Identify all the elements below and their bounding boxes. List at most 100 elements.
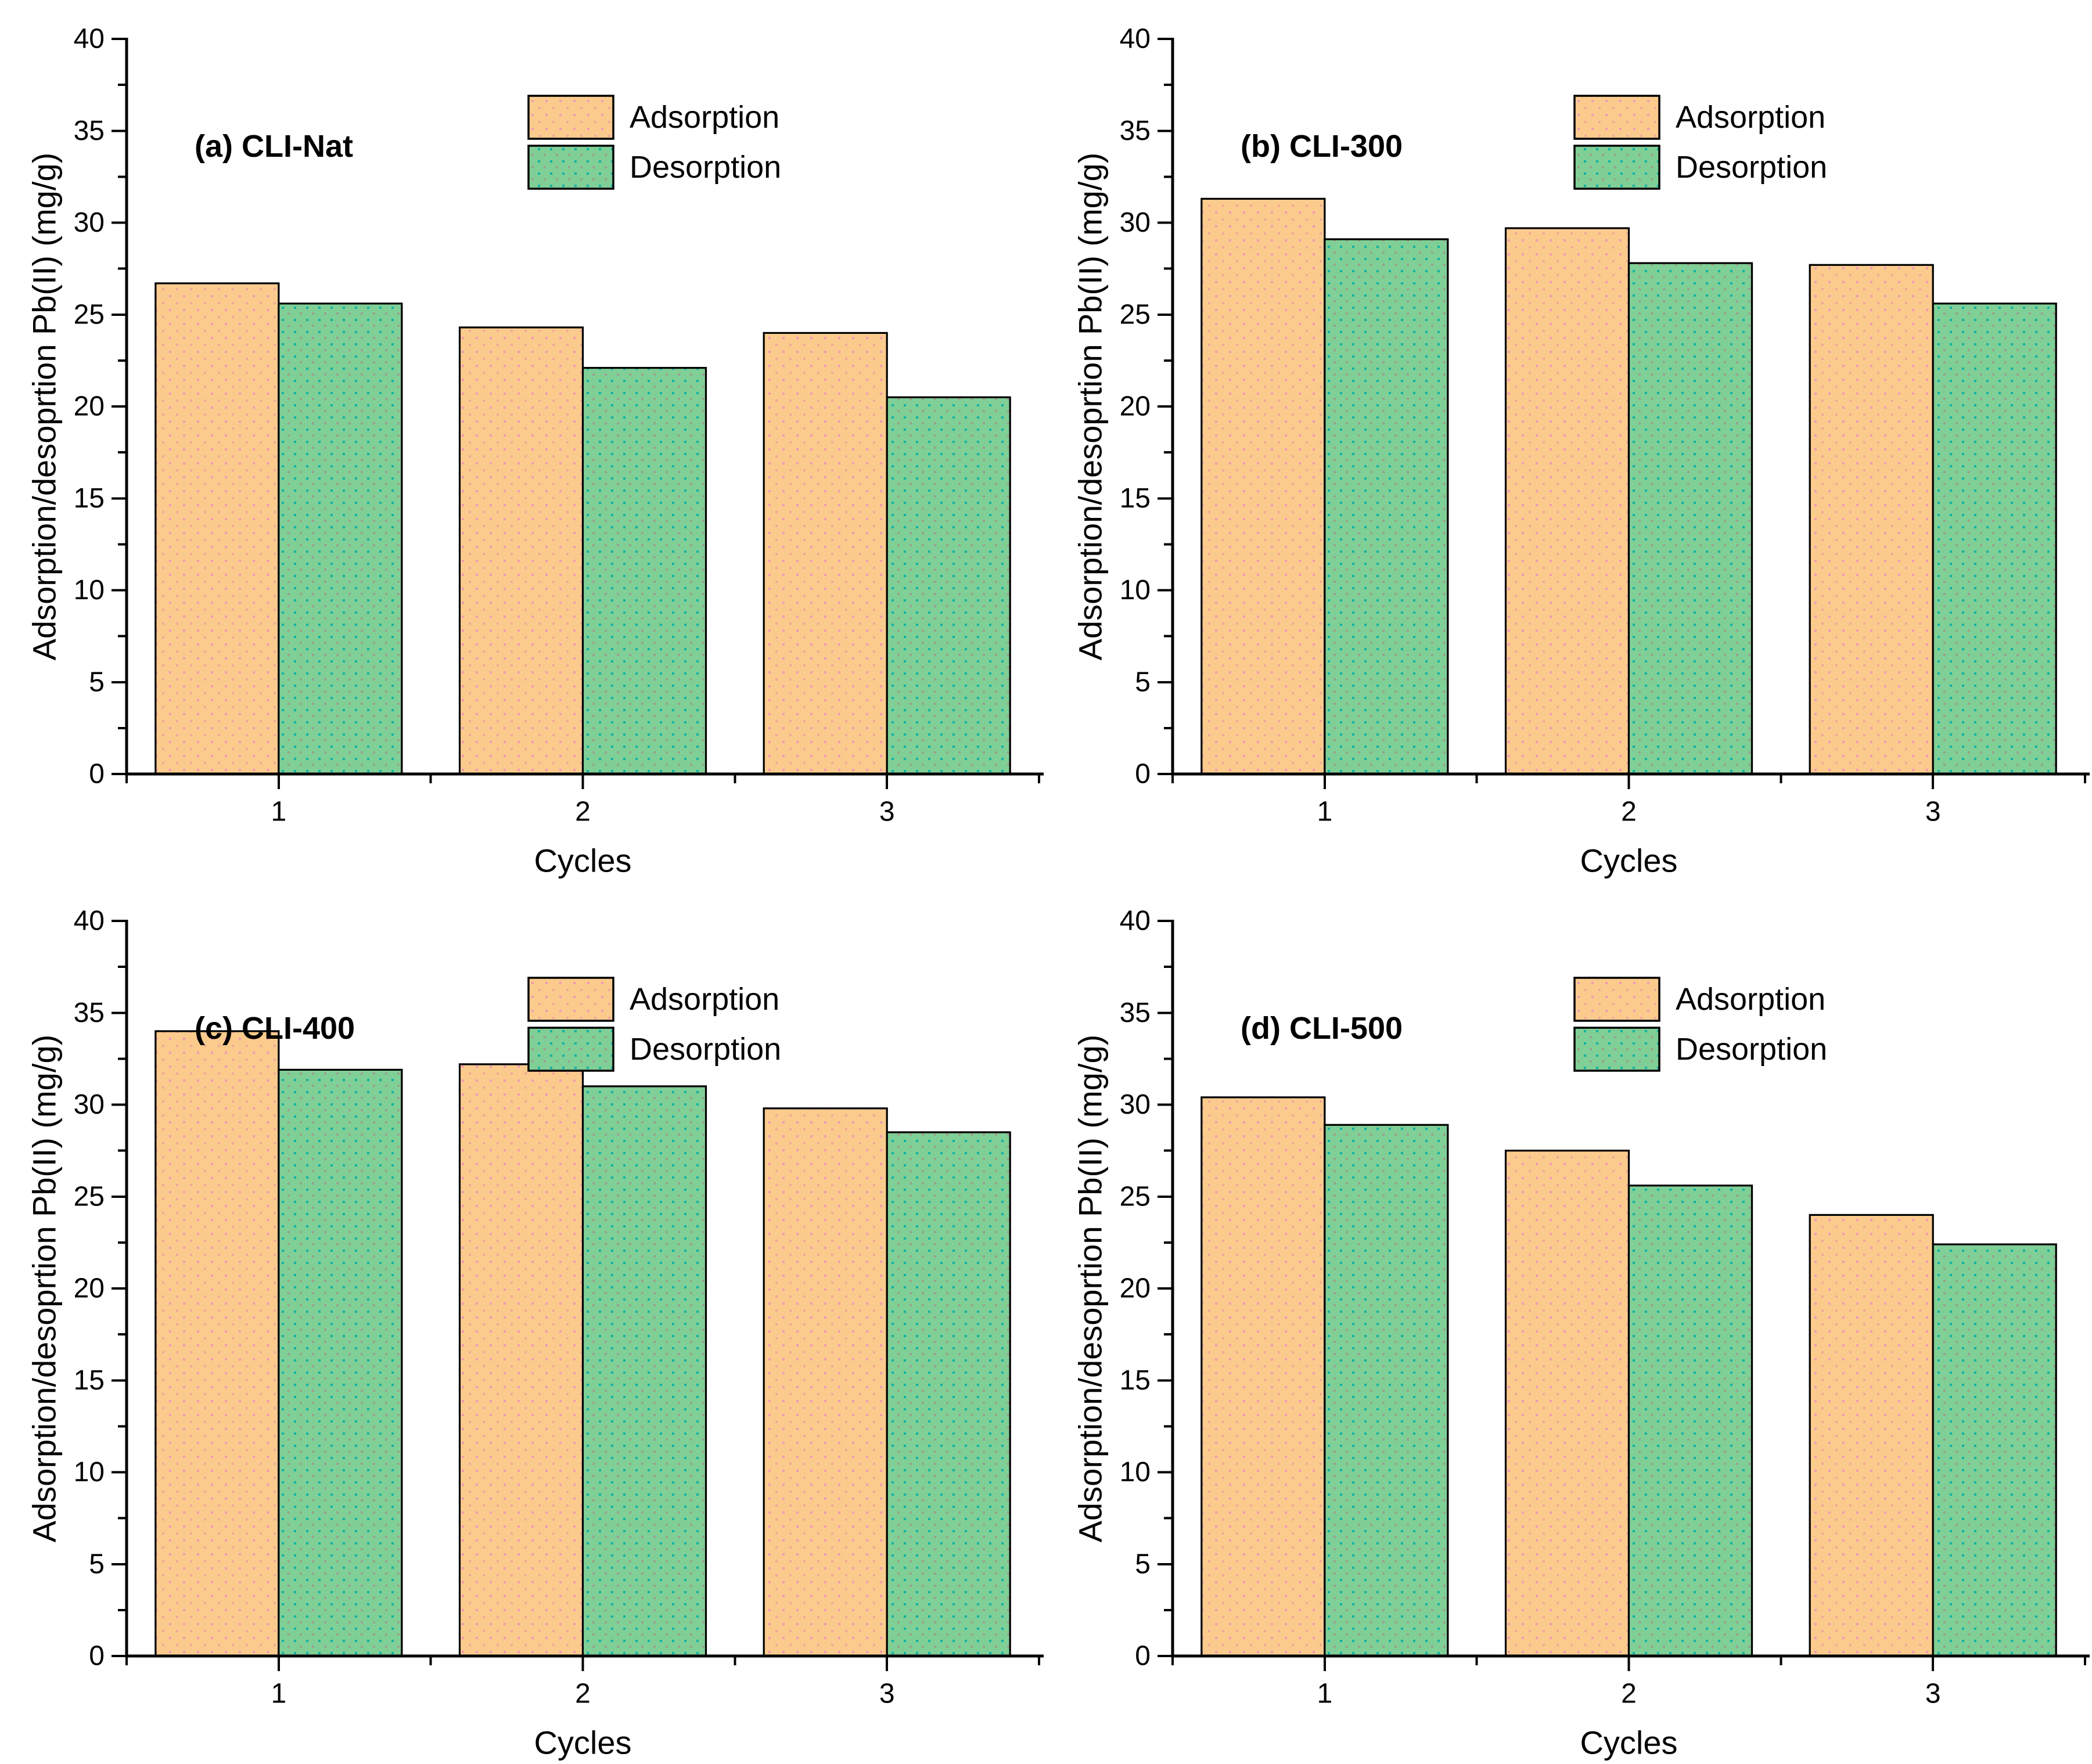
legend-swatch-desorption [527,1027,614,1072]
y-axis-title: Adsorption/desoprtion Pb(II) (mg/g) [26,153,63,661]
y-tick-label: 0 [1135,759,1151,790]
y-tick-label: 20 [74,1273,105,1304]
x-tick-label: 3 [1925,1679,1941,1709]
bar-adsorption-cycle-3 [1809,1214,1934,1657]
legend-label-adsorption: Adsorption [1676,100,1825,135]
bar-adsorption-cycle-2 [458,326,584,775]
bar-adsorption-cycle-1 [1200,197,1326,775]
bar-adsorption-cycle-1 [1200,1096,1326,1657]
y-tick-label: 15 [1120,483,1151,514]
y-tick-label: 40 [1120,24,1151,55]
x-tick-label: 2 [1621,1679,1637,1709]
bar-desorption-cycle-3 [886,1131,1011,1657]
panel-label: (c) CLI-400 [195,1011,355,1046]
legend-label-desorption: Desorption [1676,1032,1827,1067]
panel-c-cli-400: 0 5 10 15 20 25 30 35 40 1 2 3 Cycles Adsorption/deso… [0,882,1046,1764]
y-tick-label: 20 [74,391,105,422]
panel-b-cli-300: 0 5 10 15 20 25 30 35 40 1 2 3 Cycles Adsorption/deso… [1046,0,2092,882]
bar-desorption-cycle-3 [1932,303,2057,775]
bar-desorption-cycle-2 [581,1085,707,1657]
y-tick-label: 0 [89,1641,105,1672]
y-tick-label: 25 [74,299,105,330]
bar-adsorption-cycle-3 [763,1107,888,1657]
chart-d: 0 5 10 15 20 25 30 35 40 1 2 3 Cycles Adsorption/deso… [1072,906,2090,1761]
y-tick-label: 25 [1120,1181,1151,1212]
bar-desorption-cycle-3 [886,396,1011,775]
y-tick-label: 20 [1120,391,1151,422]
y-tick-label: 25 [1120,299,1151,330]
legend-label-adsorption: Adsorption [1676,982,1825,1017]
bar-adsorption-cycle-3 [763,332,888,775]
y-tick-label: 40 [74,24,105,55]
x-tick-label: 2 [575,797,591,827]
y-tick-label: 35 [1120,998,1151,1028]
y-tick-label: 20 [1120,1273,1151,1304]
x-tick-label: 2 [1621,797,1637,827]
y-tick-label: 35 [1120,116,1151,146]
y-tick-label: 5 [89,1549,105,1579]
legend-swatch-desorption [1573,1027,1660,1072]
x-tick-label: 1 [1317,797,1332,827]
x-axis-title: Cycles [1580,1725,1677,1761]
bar-desorption-cycle-2 [1627,1185,1753,1657]
x-tick-label: 3 [879,1679,895,1709]
y-tick-label: 35 [74,116,105,146]
legend-swatch-adsorption [1573,95,1660,140]
y-tick-label: 35 [74,998,105,1028]
legend-label-desorption: Desorption [630,1032,781,1067]
legend-swatch-desorption [527,145,614,190]
x-tick-label: 1 [271,1679,286,1709]
bar-desorption-cycle-3 [1932,1243,2057,1657]
bar-desorption-cycle-1 [278,303,403,775]
y-tick-label: 40 [1120,906,1151,937]
bar-adsorption-cycle-1 [154,282,280,775]
y-axis-title: Adsorption/desoprtion Pb(II) (mg/g) [26,1035,63,1543]
y-tick-label: 5 [1135,1549,1151,1579]
bar-desorption-cycle-2 [581,366,707,775]
bar-adsorption-cycle-1 [154,1030,280,1657]
legend-swatch-adsorption [527,977,614,1022]
bar-desorption-cycle-2 [1627,262,1753,775]
y-tick-label: 0 [89,759,105,790]
y-tick-label: 15 [74,1365,105,1396]
x-tick-label: 1 [1317,1679,1332,1709]
legend: Adsorption Desorption [527,977,781,1072]
bar-adsorption-cycle-2 [1504,1150,1630,1657]
legend: Adsorption Desorption [1573,95,1827,190]
legend: Adsorption Desorption [527,95,781,190]
bar-desorption-cycle-1 [1324,1124,1449,1657]
legend-label-desorption: Desorption [1676,150,1827,185]
y-tick-label: 5 [1135,667,1151,697]
x-axis-title: Cycles [1580,843,1677,879]
y-tick-label: 10 [1120,1457,1151,1488]
y-axis-title: Adsorption/desoprtion Pb(II) (mg/g) [1072,153,1109,661]
chart-b: 0 5 10 15 20 25 30 35 40 1 2 3 Cycles Adsorption/deso… [1072,24,2090,879]
legend-label-adsorption: Adsorption [630,100,779,135]
bar-desorption-cycle-1 [278,1068,403,1657]
y-tick-label: 0 [1135,1641,1151,1672]
bar-adsorption-cycle-2 [458,1063,584,1657]
legend-swatch-adsorption [527,95,614,140]
y-tick-label: 15 [1120,1365,1151,1396]
y-tick-label: 15 [74,483,105,514]
panel-label: (d) CLI-500 [1241,1011,1403,1046]
legend-swatch-desorption [1573,145,1660,190]
y-tick-label: 10 [1120,575,1151,606]
y-tick-label: 25 [74,1181,105,1212]
bar-adsorption-cycle-2 [1504,227,1630,775]
x-axis-title: Cycles [534,1725,631,1761]
x-axis-title: Cycles [534,843,631,879]
y-tick-label: 5 [89,667,105,697]
x-tick-label: 3 [879,797,895,827]
y-tick-label: 30 [1120,1089,1151,1120]
y-tick-label: 30 [74,1089,105,1120]
legend-swatch-adsorption [1573,977,1660,1022]
panel-a-cli-nat: 0 5 10 15 20 25 30 35 40 1 2 3 Cycles Adsorption/deso… [0,0,1046,882]
chart-a: 0 5 10 15 20 25 30 35 40 1 2 3 Cycles Adsorption/deso… [26,24,1044,879]
panel-label: (a) CLI-Nat [195,129,353,164]
x-tick-label: 1 [271,797,286,827]
panel-label: (b) CLI-300 [1241,129,1403,164]
legend-label-desorption: Desorption [630,150,781,185]
y-tick-label: 40 [74,906,105,937]
